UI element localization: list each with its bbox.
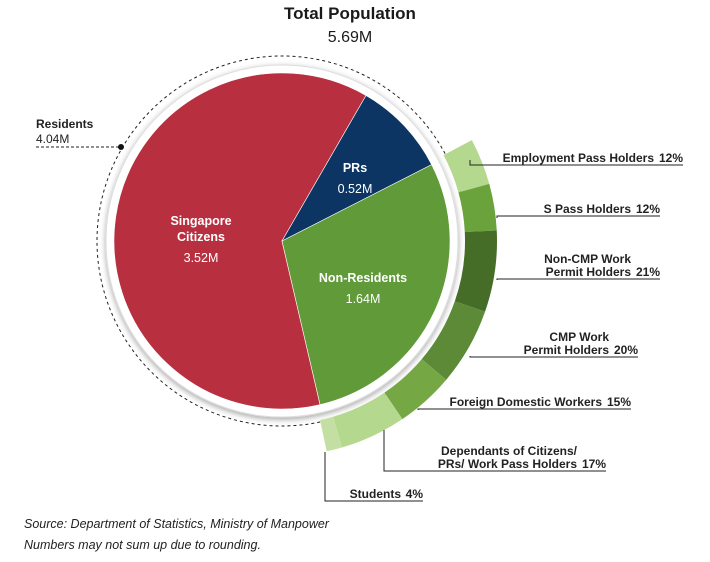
callout-pct-label: 4%	[406, 487, 424, 501]
callout-leader-line	[469, 356, 638, 358]
ring-segment-1	[443, 140, 490, 193]
pie-slice-non-residents	[281, 164, 451, 405]
callout-label: CMP Work	[549, 330, 609, 344]
ring-segment-2	[458, 183, 497, 233]
ring-segment-5	[384, 359, 447, 420]
callout-leader-line	[469, 160, 683, 166]
residents-leader-dot	[118, 144, 124, 150]
chart-subtitle: 5.69M	[327, 29, 373, 46]
residents-value-label: 4.04M	[36, 132, 69, 146]
callout-leader-line	[324, 452, 423, 502]
residents-label: Residents	[36, 117, 94, 131]
slice-value-label: 0.52M	[338, 182, 373, 196]
callout-label: PRs/ Work Pass Holders	[438, 457, 577, 471]
callout-leader-line	[496, 215, 660, 218]
callout-leader-line	[496, 278, 660, 280]
callout-label: Foreign Domestic Workers	[450, 395, 603, 409]
callout-pct-label: 15%	[607, 395, 631, 409]
callout-pct-label: 12%	[636, 202, 660, 216]
callout-label: Students	[350, 487, 402, 501]
ring-segment-3	[454, 230, 498, 312]
callout-label: Dependants of Citizens/	[441, 444, 578, 458]
callout-pct-label: 12%	[659, 151, 683, 165]
slice-value-label: 3.52M	[184, 251, 219, 265]
callout-label: Non-CMP Work	[544, 252, 631, 266]
callout-pct-label: 17%	[582, 457, 606, 471]
ring-segment-4	[421, 301, 486, 380]
callout-pct-label: 21%	[636, 265, 660, 279]
callout-leader-line	[417, 408, 631, 410]
slice-label: PRs	[343, 161, 367, 175]
callout-leader-line	[383, 430, 606, 472]
ring-segment-6	[333, 392, 403, 448]
slice-label: Singapore	[170, 214, 231, 228]
callout-label: Employment Pass Holders	[503, 151, 655, 165]
ring-segment-7	[320, 416, 342, 452]
pie-slice-singapore-citizens	[113, 72, 367, 410]
slice-label: Non-Residents	[319, 271, 407, 285]
chart-title: Total Population	[284, 4, 416, 23]
slice-label: Citizens	[177, 230, 225, 244]
callout-label: S Pass Holders	[544, 202, 632, 216]
source-footnote: Source: Department of Statistics, Minist…	[24, 517, 329, 531]
callout-label: Permit Holders	[524, 343, 610, 357]
slice-value-label: 1.64M	[346, 292, 381, 306]
callout-label: Permit Holders	[546, 265, 632, 279]
rounding-footnote: Numbers may not sum up due to rounding.	[24, 538, 261, 552]
pie-slice-prs	[281, 95, 433, 242]
callout-pct-label: 20%	[614, 343, 638, 357]
